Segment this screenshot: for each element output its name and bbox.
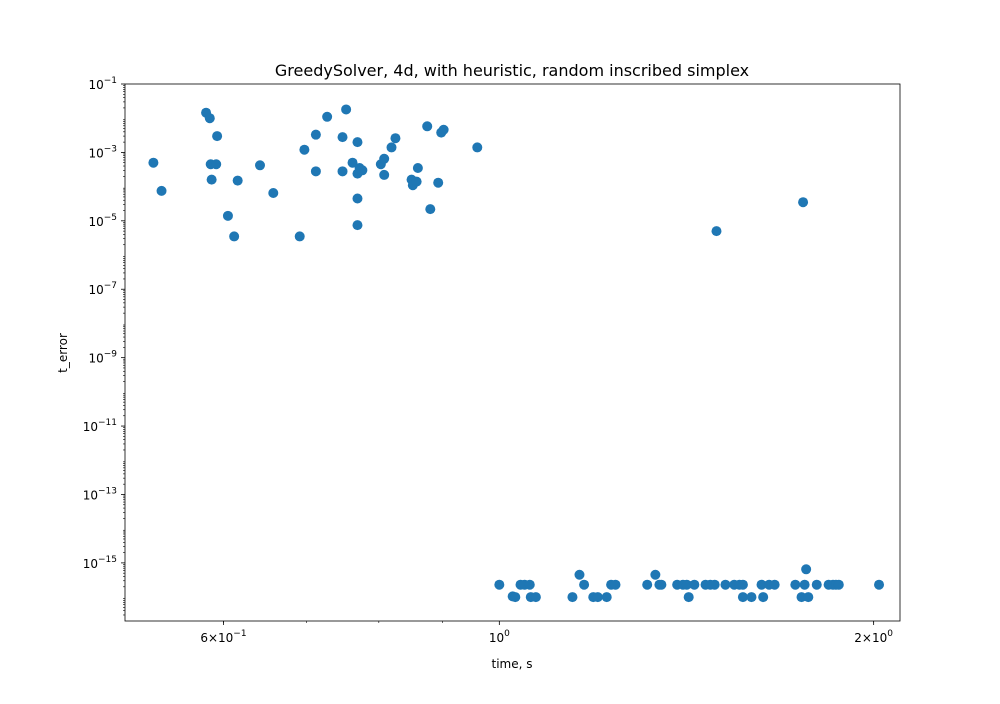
data-point — [322, 111, 333, 122]
data-point — [798, 197, 809, 208]
data-point — [379, 153, 390, 164]
data-point — [411, 176, 422, 187]
y-tick-label: 10−3 — [88, 144, 117, 160]
data-point — [790, 579, 801, 590]
data-point — [683, 592, 694, 603]
data-point — [390, 133, 401, 144]
data-point — [874, 579, 885, 590]
x-tick-label: 100 — [489, 629, 510, 645]
chart-title: GreedySolver, 4d, with heuristic, random… — [275, 61, 749, 80]
data-point — [294, 231, 305, 242]
data-point — [204, 113, 215, 124]
data-point — [601, 592, 612, 603]
x-axis-label: time, s — [492, 657, 533, 671]
y-tick-label: 10−15 — [83, 555, 117, 571]
data-point — [347, 157, 358, 168]
data-points — [148, 104, 885, 603]
data-point — [206, 174, 217, 185]
data-point — [833, 579, 844, 590]
data-point — [412, 163, 423, 174]
data-point — [337, 166, 348, 177]
data-point — [799, 579, 810, 590]
data-point — [530, 592, 541, 603]
data-point — [352, 220, 363, 231]
data-point — [592, 592, 603, 603]
data-point — [229, 231, 240, 242]
data-point — [310, 166, 321, 177]
data-point — [433, 177, 444, 188]
data-point — [352, 193, 363, 204]
data-point — [801, 564, 812, 575]
data-point — [610, 579, 621, 590]
data-point — [425, 204, 436, 215]
y-tick-label: 10−13 — [83, 486, 117, 502]
y-tick-label: 10−9 — [88, 350, 117, 366]
data-point — [709, 579, 720, 590]
y-tick-label: 10−7 — [88, 281, 117, 297]
data-point — [422, 121, 433, 132]
data-point — [567, 592, 578, 603]
data-point — [758, 592, 769, 603]
y-tick-label: 10−11 — [83, 418, 117, 434]
data-point — [510, 592, 521, 603]
data-point — [156, 185, 167, 196]
data-point — [720, 579, 731, 590]
plot-frame — [124, 83, 901, 622]
data-point — [656, 579, 667, 590]
data-point — [337, 132, 348, 143]
data-point — [341, 104, 352, 115]
data-point — [212, 131, 223, 142]
data-point — [524, 579, 535, 590]
data-point — [574, 569, 585, 580]
data-point — [689, 579, 700, 590]
data-point — [650, 569, 661, 580]
data-point — [737, 592, 748, 603]
data-point — [746, 592, 757, 603]
axis-ticks: 10−1 10−3 10−5 10−7 10−9 10−11 10−13 10−15 6×10−… — [83, 76, 894, 645]
x-tick-label: 6×10−1 — [200, 629, 246, 645]
data-point — [148, 157, 159, 168]
data-point — [642, 579, 653, 590]
data-point — [255, 160, 265, 171]
data-point — [681, 579, 692, 590]
y-tick-label: 10−5 — [88, 213, 117, 229]
data-point — [386, 142, 397, 153]
data-point — [711, 226, 722, 237]
y-axis-label: t_error — [56, 333, 70, 373]
data-point — [737, 579, 748, 590]
data-point — [579, 579, 590, 590]
data-point — [310, 129, 321, 140]
data-point — [803, 592, 814, 603]
data-point — [756, 579, 767, 590]
data-point — [494, 579, 505, 590]
data-point — [379, 169, 390, 180]
data-point — [352, 137, 363, 148]
data-point — [811, 579, 822, 590]
data-point — [299, 144, 310, 155]
y-tick-label: 10−1 — [88, 76, 117, 92]
data-point — [472, 142, 483, 153]
data-point — [232, 175, 243, 186]
data-point — [769, 579, 780, 590]
data-point — [357, 165, 368, 176]
data-point — [438, 124, 449, 135]
data-point — [211, 159, 222, 170]
x-tick-label: 2×100 — [854, 629, 893, 645]
data-point — [268, 188, 279, 199]
data-point — [222, 210, 233, 221]
